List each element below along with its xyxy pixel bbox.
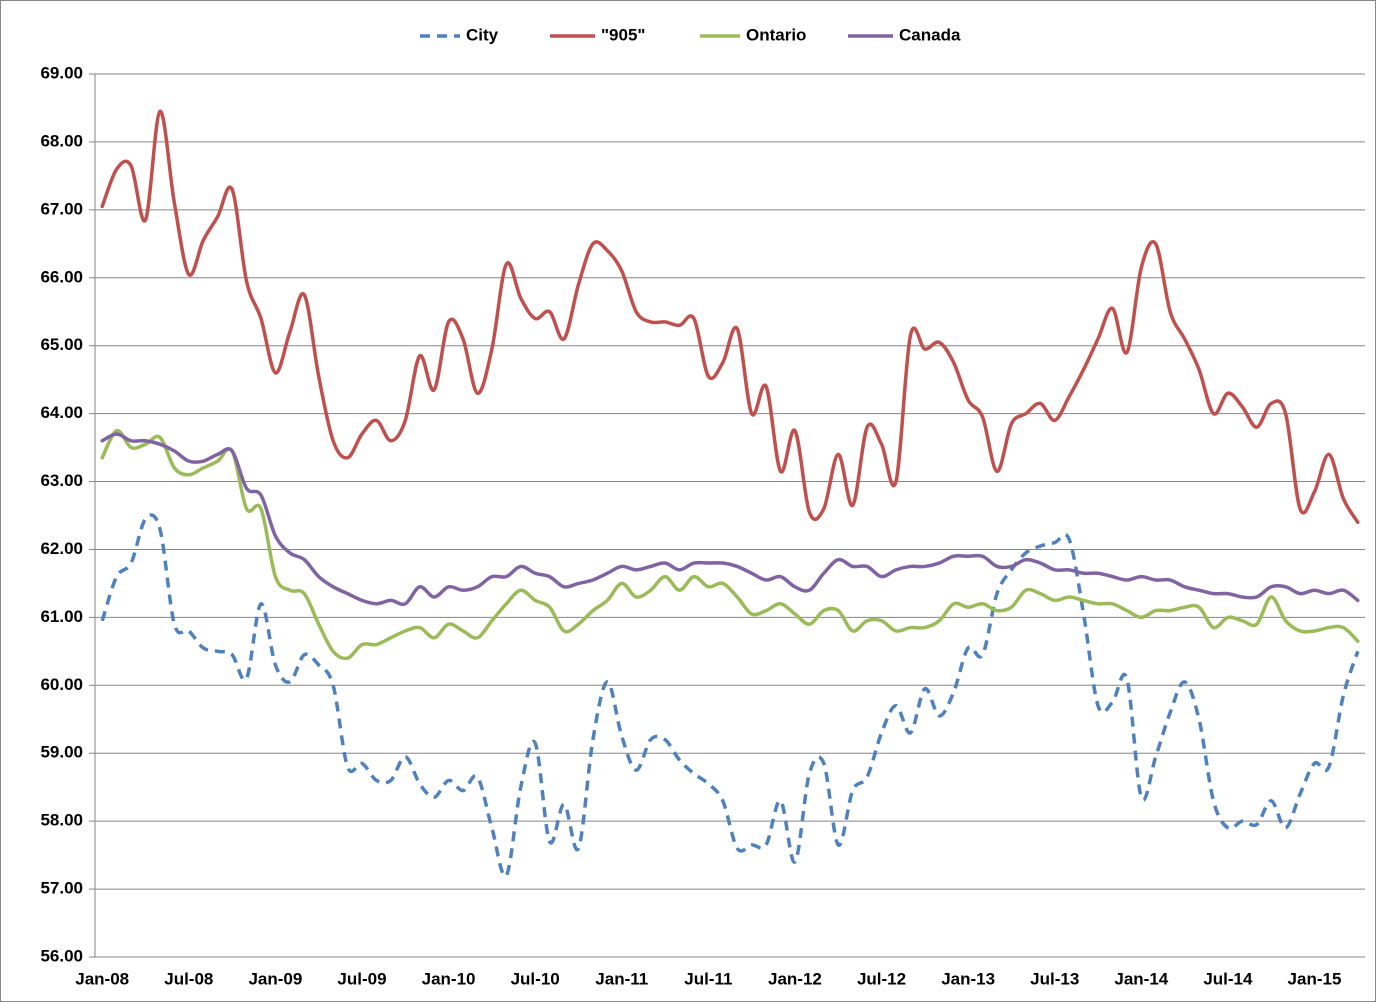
y-tick-label: 64.00 [40,403,83,422]
legend-label: Ontario [746,25,806,44]
x-tick-label: Jan-09 [248,969,302,988]
x-tick-label: Jul-12 [857,969,906,988]
series-line [100,513,1360,878]
y-tick-label: 63.00 [40,471,83,490]
x-tick-label: Jan-11 [595,969,648,988]
x-tick-label: Jul-09 [337,969,386,988]
y-tick-label: 58.00 [40,811,83,830]
y-tick-label: 61.00 [40,607,83,626]
x-tick-label: Jan-08 [75,969,129,988]
y-tick-label: 59.00 [40,743,83,762]
x-tick-label: Jan-14 [1114,969,1168,988]
x-tick-label: Jul-14 [1203,969,1253,988]
legend-label: City [466,25,499,44]
legend-label: Canada [899,25,961,44]
y-tick-label: 60.00 [40,675,83,694]
x-tick-label: Jul-08 [164,969,213,988]
x-tick-label: Jul-13 [1030,969,1079,988]
series-line [100,109,1360,525]
series-line [100,432,1360,607]
x-tick-label: Jan-15 [1288,969,1342,988]
y-tick-label: 56.00 [40,946,83,965]
x-tick-label: Jan-12 [768,969,822,988]
x-tick-label: Jan-10 [422,969,476,988]
y-tick-label: 65.00 [40,335,83,354]
y-tick-label: 68.00 [40,131,83,150]
x-tick-label: Jan-13 [941,969,995,988]
legend-label: "905" [601,25,645,44]
y-tick-label: 62.00 [40,539,83,558]
y-tick-label: 66.00 [40,267,83,286]
series-line [100,428,1360,661]
y-tick-label: 69.00 [40,63,83,82]
y-tick-label: 57.00 [40,879,83,898]
x-tick-label: Jul-11 [684,969,732,988]
y-tick-label: 67.00 [40,199,83,218]
x-tick-label: Jul-10 [511,969,560,988]
